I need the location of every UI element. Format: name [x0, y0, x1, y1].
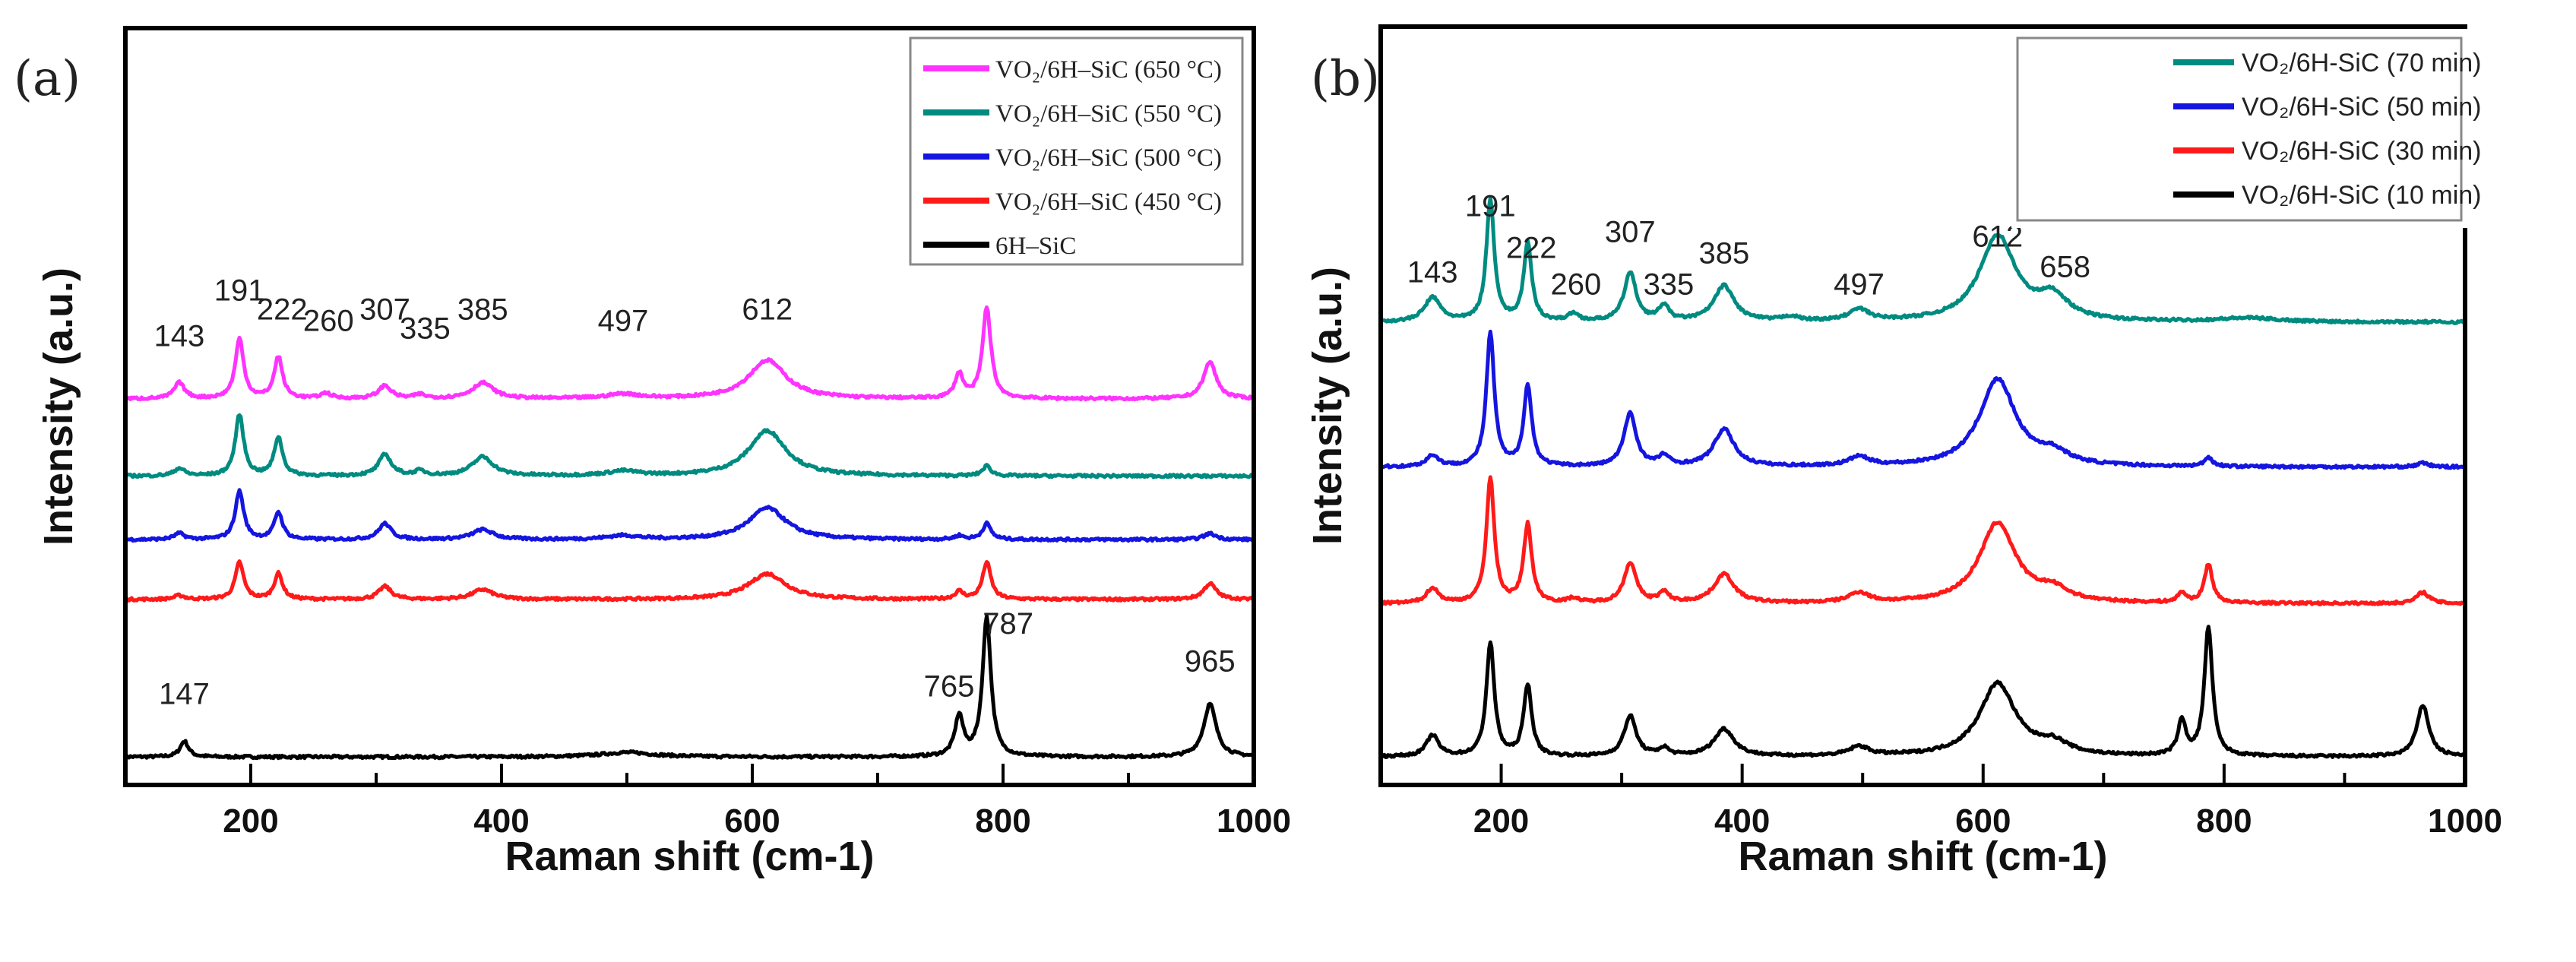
legend-label: VO₂/6H-SiC (30 min)	[2242, 137, 2481, 166]
series-line-1	[125, 413, 1256, 479]
peak-annotation: 335	[1644, 267, 1695, 301]
series-line-0	[1380, 196, 2466, 325]
legend-label: VO₂/6H–SiC (500 °C)	[995, 144, 1222, 172]
x-axis-title: Raman shift (cm-1)	[1738, 834, 2107, 879]
legend-label: VO₂/6H–SiC (550 °C)	[995, 100, 1222, 128]
panel-label: (b)	[1311, 51, 1380, 107]
peak-annotation: 765	[924, 669, 975, 703]
plot-frame	[1378, 24, 2467, 787]
legend-label: VO₂/6H–SiC (650 °C)	[995, 56, 1222, 84]
peak-annotation: 307	[1605, 215, 1656, 248]
series-line-0	[125, 305, 1255, 402]
legend-label: VO₂/6H-SiC (70 min)	[2242, 49, 2481, 78]
peak-annotation: 222	[257, 293, 308, 326]
peak-annotation: 307	[359, 293, 410, 326]
peak-annotation: 385	[457, 293, 508, 326]
x-tick-label: 800	[2196, 802, 2252, 840]
peak-annotation: 658	[2040, 250, 2090, 283]
legend-label: 6H–SiC	[995, 233, 1076, 260]
legend-label: VO₂/6H–SiC (450 °C)	[995, 188, 1222, 216]
peak-annotation: 143	[1407, 255, 1458, 289]
x-tick-label: 800	[975, 802, 1030, 840]
y-axis-title: Intensity (a.u.)	[36, 267, 81, 546]
x-tick-label: 1000	[1217, 802, 1291, 840]
legend	[2016, 36, 2463, 222]
panel-a: 200 400 600 800 1000 Raman shift (cm-1) Intens…	[14, 26, 1291, 879]
peak-annotation: 497	[1834, 267, 1885, 301]
x-tick-label: 600	[1955, 802, 2011, 840]
peak-annotation: 143	[154, 319, 205, 353]
series-line-2	[125, 488, 1256, 543]
panel-b: 200 400 600 800 1000 Raman shift (cm-1) Intens…	[1305, 24, 2502, 879]
x-tick-label: 400	[1714, 802, 1770, 840]
x-tick-label: 200	[1473, 802, 1529, 840]
x-tick-label: 1000	[2428, 802, 2502, 840]
x-tick-label: 600	[724, 802, 780, 840]
peak-annotation: 191	[1465, 190, 1516, 223]
peak-annotation: 965	[1185, 645, 1236, 679]
series-line-3	[124, 559, 1255, 603]
peak-annotation: 260	[303, 304, 354, 337]
peak-annotation: 787	[983, 607, 1033, 641]
peak-annotation: 497	[598, 304, 649, 337]
series-line-2	[1379, 475, 2466, 606]
peak-annotation: 260	[1550, 267, 1601, 301]
legend	[909, 36, 1244, 266]
series-line-3	[1380, 625, 2467, 759]
peak-annotation: 147	[159, 677, 210, 710]
y-axis-title: Intensity (a.u.)	[1305, 267, 1350, 545]
peak-annotation: 335	[400, 312, 451, 345]
peak-annotation: 222	[1506, 231, 1557, 264]
x-tick-label: 200	[223, 802, 278, 840]
panel-label: (a)	[14, 51, 81, 107]
peak-annotation: 191	[214, 274, 265, 308]
x-axis-title: Raman shift (cm-1)	[505, 834, 874, 879]
peak-annotation: 385	[1699, 236, 1750, 270]
series-line-1	[1380, 329, 2467, 470]
peak-annotation: 612	[742, 293, 793, 326]
legend-label: VO₂/6H-SiC (50 min)	[2242, 93, 2481, 122]
plot-frame	[123, 26, 1256, 787]
x-tick-label: 400	[473, 802, 529, 840]
series-line-4	[123, 614, 1255, 761]
legend-label: VO₂/6H-SiC (10 min)	[2242, 181, 2481, 210]
